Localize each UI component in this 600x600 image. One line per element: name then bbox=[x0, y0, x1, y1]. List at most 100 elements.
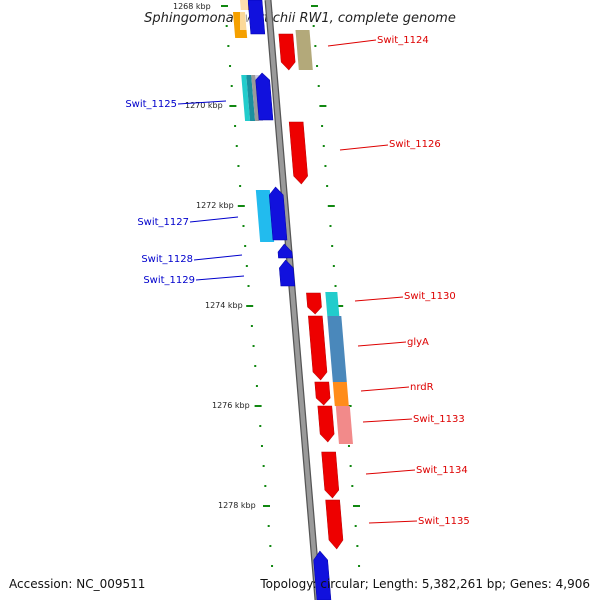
tick-minor-left bbox=[267, 525, 270, 527]
tick-minor-left bbox=[247, 285, 250, 287]
gene-arrow-bottom-reverse[interactable] bbox=[313, 550, 332, 600]
gene-arrow-swit-1134[interactable] bbox=[321, 451, 340, 499]
top-gene-highlight bbox=[240, 0, 248, 30]
tick-minor-left bbox=[260, 445, 263, 447]
tick-minor-left bbox=[255, 385, 258, 387]
tick-minor-right bbox=[358, 565, 361, 567]
cog-block-swit-1127 bbox=[255, 190, 275, 242]
gene-label-glya[interactable]: glyA bbox=[407, 337, 429, 348]
tick-minor-left bbox=[250, 325, 253, 327]
tick-major-left bbox=[237, 205, 245, 207]
tick-minor-right bbox=[312, 25, 315, 27]
cog-block-glya bbox=[327, 316, 347, 382]
gene-label-swit-1129[interactable]: Swit_1129 bbox=[143, 275, 195, 286]
cog-block-swit-1133 bbox=[335, 406, 353, 444]
scale-label-1276: 1276 kbp bbox=[212, 401, 250, 410]
cog-block-1125-c bbox=[251, 75, 260, 121]
gene-label-swit-1133[interactable]: Swit_1133 bbox=[413, 414, 465, 425]
cog-block-1125-b bbox=[246, 75, 256, 121]
tick-minor-right bbox=[331, 245, 334, 247]
tick-minor-left bbox=[235, 145, 238, 147]
accession-text: Accession: NC_009511 bbox=[9, 577, 146, 591]
tick-major-left bbox=[263, 505, 270, 507]
gene-label-swit-1134[interactable]: Swit_1134 bbox=[416, 465, 468, 476]
gene-arrow-swit-1127[interactable] bbox=[268, 186, 288, 241]
scale-label-1272: 1272 kbp bbox=[196, 201, 234, 210]
gene-arrow-swit-1126[interactable] bbox=[288, 121, 308, 185]
tick-minor-right bbox=[347, 445, 350, 447]
tick-minor-right bbox=[354, 525, 357, 527]
scale-labels: 1268 kbp 1270 kbp 1272 kbp 1274 kbp 1276… bbox=[173, 2, 256, 510]
tick-minor-right bbox=[332, 265, 335, 267]
scale-label-1270: 1270 kbp bbox=[185, 101, 223, 110]
tick-minor-right bbox=[329, 225, 332, 227]
tick-major-left bbox=[229, 105, 237, 107]
tick-minor-right bbox=[317, 85, 320, 87]
tick-minor-right bbox=[356, 545, 359, 547]
tick-minor-left bbox=[230, 85, 233, 87]
tick-minor-right bbox=[322, 145, 325, 147]
gene-arrow-glya[interactable] bbox=[308, 315, 328, 381]
gene-arrow-swit-1133[interactable] bbox=[317, 405, 335, 443]
tick-major-right bbox=[319, 105, 327, 107]
gene-label-swit-1125[interactable]: Swit_1125 bbox=[125, 99, 177, 110]
tick-minor-right bbox=[314, 45, 317, 47]
tick-major-right bbox=[336, 305, 344, 307]
tick-minor-right bbox=[334, 285, 337, 287]
tick-minor-left bbox=[237, 165, 240, 167]
cog-block-swit-1130 bbox=[325, 292, 340, 316]
genome-backbone bbox=[264, 0, 322, 600]
tick-minor-right bbox=[326, 185, 329, 187]
gene-label-swit-1127[interactable]: Swit_1127 bbox=[137, 217, 189, 228]
tick-minor-left bbox=[264, 485, 267, 487]
gene-arrows bbox=[247, 0, 344, 600]
tick-major-left bbox=[221, 5, 228, 7]
tick-minor-left bbox=[252, 345, 255, 347]
tick-minor-left bbox=[239, 185, 242, 187]
tick-minor-left bbox=[271, 565, 274, 567]
cog-features bbox=[232, 0, 353, 444]
scale-label-1268: 1268 kbp bbox=[173, 2, 211, 11]
map-title: Sphingomonas wittichii RW1, complete gen… bbox=[144, 11, 456, 26]
gene-arrow-swit-1130[interactable] bbox=[306, 292, 322, 315]
tick-major-left bbox=[246, 305, 254, 307]
gene-label-nrdr[interactable]: nrdR bbox=[410, 382, 434, 393]
tick-minor-left bbox=[245, 265, 248, 267]
gene-arrow-swit-1125[interactable] bbox=[255, 72, 274, 121]
tick-minor-left bbox=[262, 465, 265, 467]
cog-block-swit-1124 bbox=[295, 30, 313, 70]
tick-minor-right bbox=[316, 65, 319, 67]
tick-minor-left bbox=[269, 545, 272, 547]
gene-label-swit-1124[interactable]: Swit_1124 bbox=[377, 35, 429, 46]
tick-minor-left bbox=[229, 65, 232, 67]
gene-arrow-swit-1128[interactable] bbox=[277, 243, 293, 259]
tick-major-left bbox=[254, 405, 262, 407]
tick-minor-right bbox=[324, 165, 327, 167]
tick-minor-right bbox=[351, 485, 354, 487]
gene-label-swit-1135[interactable]: Swit_1135 bbox=[418, 516, 470, 527]
gene-arrow-swit-1124[interactable] bbox=[278, 33, 296, 71]
tick-minor-left bbox=[259, 425, 262, 427]
tick-minor-right bbox=[349, 465, 352, 467]
cog-block-nrdr bbox=[332, 382, 349, 406]
tick-minor-left bbox=[225, 25, 228, 27]
tick-minor-left bbox=[227, 45, 230, 47]
gene-arrow-swit-1135[interactable] bbox=[325, 499, 344, 550]
cog-block-1125-a bbox=[241, 75, 251, 121]
tick-major-right bbox=[327, 205, 335, 207]
gene-label-swit-1130[interactable]: Swit_1130 bbox=[404, 291, 456, 302]
gene-label-swit-1126[interactable]: Swit_1126 bbox=[389, 139, 441, 150]
tick-minor-left bbox=[242, 225, 245, 227]
gene-arrow-swit-1129[interactable] bbox=[279, 259, 296, 287]
gene-labels: Swit_1124 Swit_1125 Swit_1126 Swit_1127 … bbox=[125, 35, 469, 527]
tick-minor-left bbox=[254, 365, 257, 367]
gene-arrow-nrdr[interactable] bbox=[314, 381, 331, 406]
gene-label-swit-1128[interactable]: Swit_1128 bbox=[141, 254, 193, 265]
tick-minor-left bbox=[234, 125, 237, 127]
scale-label-1274: 1274 kbp bbox=[205, 301, 243, 310]
tick-minor-left bbox=[244, 245, 247, 247]
scale-label-1278: 1278 kbp bbox=[218, 501, 256, 510]
leader-lines bbox=[177, 39, 418, 524]
gene-arrow-top-reverse[interactable] bbox=[247, 0, 266, 35]
